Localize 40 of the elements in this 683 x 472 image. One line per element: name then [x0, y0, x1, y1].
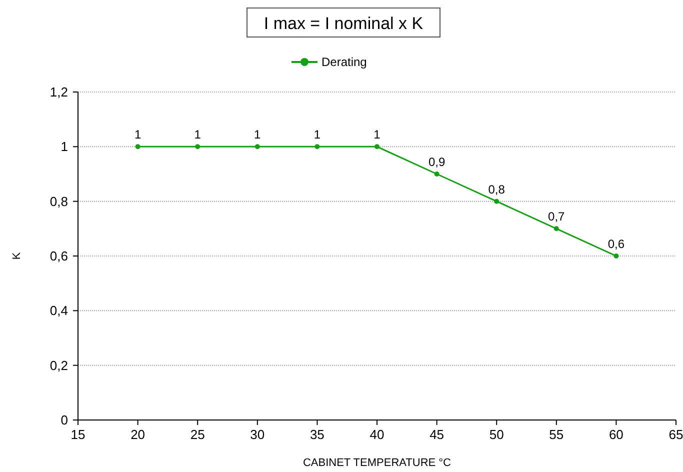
x-tick-label: 15 [70, 427, 86, 442]
point [195, 144, 200, 150]
x-tick-label: 20 [130, 427, 146, 442]
data-label: 1 [254, 128, 262, 142]
data-label: 1 [314, 128, 321, 142]
y-tick-label: 1 [60, 139, 68, 154]
point [374, 144, 380, 150]
x-tick-label: 25 [190, 427, 205, 442]
x-tick-label: 65 [668, 427, 683, 442]
data-label: 1 [374, 128, 381, 142]
data-label: 0,9 [428, 155, 446, 169]
y-tick-label: 0,6 [50, 248, 68, 264]
data-label: 1 [194, 128, 202, 142]
point [494, 198, 500, 204]
x-tick-label: 50 [489, 427, 504, 442]
point [254, 144, 260, 150]
legend-label: Derating [322, 55, 367, 69]
x-tick-label: 30 [250, 427, 265, 442]
x-tick-label: 45 [430, 427, 444, 442]
x-tick-label: 35 [310, 427, 324, 442]
y-tick-label: 1,2 [50, 84, 68, 100]
data-label: 1 [134, 128, 142, 142]
y-axis-title: K [11, 252, 23, 260]
data-label: 0,8 [488, 182, 506, 196]
data-label: 0,7 [548, 210, 566, 224]
point [554, 226, 559, 232]
y-tick-label: 0 [60, 412, 68, 428]
x-tick-label: 40 [370, 427, 384, 442]
x-tick-label: 55 [549, 427, 564, 442]
data-label: 0,6 [608, 237, 625, 251]
point [314, 144, 320, 150]
x-tick-label: 60 [608, 427, 624, 442]
point [614, 254, 619, 258]
point [135, 144, 140, 150]
y-tick-label: 0,4 [50, 303, 68, 318]
y-tick-label: 0,2 [50, 358, 68, 373]
x-axis-title: CABINET TEMPERATURE °C [302, 457, 452, 469]
y-tick-label: 0,8 [50, 194, 68, 209]
point [434, 172, 440, 176]
chart-title: I max = I nominal x K [264, 14, 424, 33]
